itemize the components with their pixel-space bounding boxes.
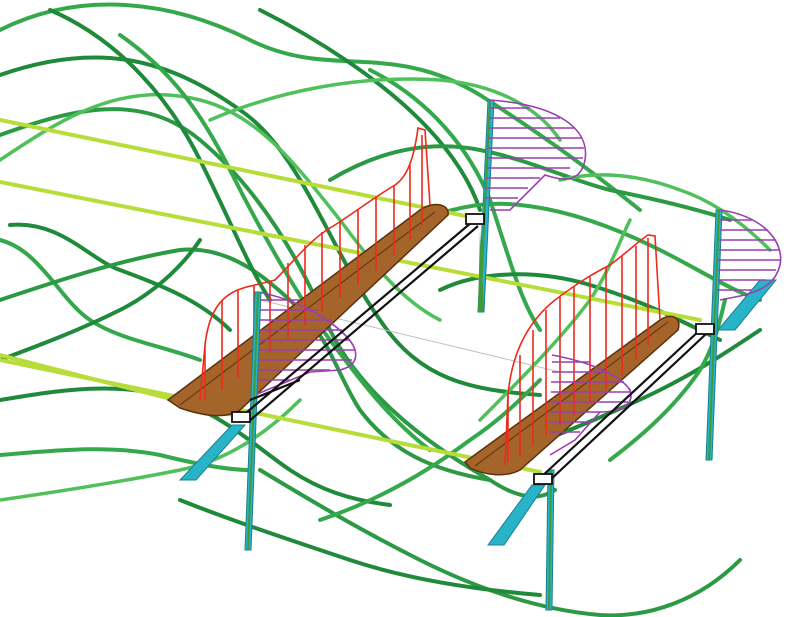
hub-markers (231, 213, 715, 485)
hub-icon (533, 473, 553, 485)
blade-load-lines (504, 234, 661, 466)
wake-filament (208, 77, 562, 142)
hub-icon (231, 411, 251, 423)
wake-filament (558, 173, 772, 252)
wake-filament (258, 8, 482, 212)
tower-line (0, 358, 542, 474)
wake-filament (608, 298, 727, 462)
wake-filament (368, 68, 542, 332)
wake-filament (0, 238, 202, 362)
wake-filament (0, 386, 392, 507)
wake-filament (0, 92, 442, 322)
wake-filament (178, 498, 542, 597)
tower-line (0, 118, 477, 220)
hub-icon (695, 323, 715, 335)
wake-filament (0, 398, 302, 502)
wake-filament (398, 201, 762, 302)
wake-filament (0, 447, 252, 472)
wake-filament (0, 238, 202, 362)
drivetrain-links (239, 221, 707, 483)
wake-filament (8, 222, 232, 332)
tower-icon (178, 291, 262, 551)
wake-filament (478, 218, 632, 422)
tower-load-lines (485, 99, 587, 211)
tower-line (0, 180, 702, 322)
tower-load-lines (717, 209, 782, 301)
tower-icon (487, 469, 555, 611)
hub-icon (465, 213, 485, 225)
tower-load-lines (254, 291, 357, 396)
tower-load-lines (549, 354, 632, 456)
wake-filament (118, 33, 432, 452)
wake-filament (318, 378, 542, 522)
